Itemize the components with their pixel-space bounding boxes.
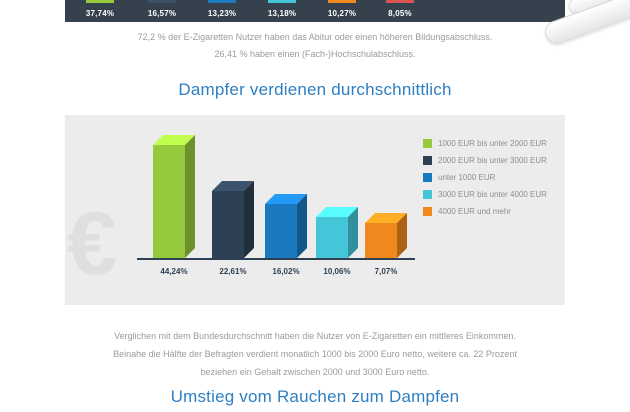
bar-3d bbox=[316, 217, 348, 258]
legend-item: 3000 EUR bis unter 4000 EUR bbox=[423, 190, 547, 199]
legend-swatch bbox=[423, 190, 432, 199]
euro-watermark: € bbox=[67, 194, 118, 294]
bar-3d bbox=[365, 223, 397, 258]
education-note-line1: 72,2 % der E-Zigaretten Nutzer haben das… bbox=[137, 32, 493, 42]
legend-swatch bbox=[423, 207, 432, 216]
legend-item: unter 1000 EUR bbox=[423, 173, 547, 182]
bar-3d bbox=[212, 191, 244, 258]
top-bar-value: 37,74% bbox=[85, 9, 115, 18]
income-note-line2: Beinahe die Hälfte der Befragten verdien… bbox=[113, 349, 517, 359]
legend-swatch bbox=[423, 156, 432, 165]
top-chart-strip: 37,74% 16,57% 13,23% 13,18% 10,27% 8,05% bbox=[65, 0, 565, 22]
income-note-line1: Verglichen mit dem Bundesdurchschnitt ha… bbox=[114, 331, 516, 341]
section-title-income: Dampfer verdienen durchschnittlich bbox=[178, 80, 452, 99]
bar-percent-label: 22,61% bbox=[219, 267, 247, 276]
legend-item: 2000 EUR bis unter 3000 EUR bbox=[423, 156, 547, 165]
legend-item: 1000 EUR bis unter 2000 EUR bbox=[423, 139, 547, 148]
section-title-switch: Umstieg vom Rauchen zum Dampfen bbox=[170, 387, 460, 406]
top-bar-value: 13,18% bbox=[267, 9, 297, 18]
top-bar-value: 8,05% bbox=[388, 9, 412, 18]
top-bar-marker bbox=[208, 0, 236, 3]
education-note-line2: 26,41 % haben einen (Fach-)Hochschulabsc… bbox=[214, 49, 416, 59]
bar-percent-label: 44,24% bbox=[160, 267, 188, 276]
bar-3d bbox=[153, 145, 185, 258]
top-bar-value: 16,57% bbox=[147, 9, 177, 18]
bar-3d bbox=[265, 204, 297, 258]
legend-label: 4000 EUR und mehr bbox=[438, 207, 511, 216]
top-bar-marker bbox=[148, 0, 176, 3]
education-note: 72,2 % der E-Zigaretten Nutzer haben das… bbox=[0, 29, 630, 63]
bar-percent-label: 10,06% bbox=[323, 267, 351, 276]
legend-item: 4000 EUR und mehr bbox=[423, 207, 547, 216]
top-bar-marker bbox=[268, 0, 296, 3]
legend-label: unter 1000 EUR bbox=[438, 173, 496, 182]
bar-percent-label: 16,02% bbox=[272, 267, 300, 276]
income-note: Verglichen mit dem Bundesdurchschnitt ha… bbox=[0, 327, 630, 381]
chart-legend: 1000 EUR bis unter 2000 EUR 2000 EUR bis… bbox=[423, 139, 547, 224]
legend-label: 3000 EUR bis unter 4000 EUR bbox=[438, 190, 547, 199]
legend-label: 2000 EUR bis unter 3000 EUR bbox=[438, 156, 547, 165]
chart-baseline bbox=[137, 258, 415, 260]
top-bar-value: 10,27% bbox=[327, 9, 357, 18]
income-note-line3: beziehen ein Gehalt zwischen 2000 und 30… bbox=[200, 367, 430, 377]
legend-swatch bbox=[423, 139, 432, 148]
top-bar-marker bbox=[328, 0, 356, 3]
legend-label: 1000 EUR bis unter 2000 EUR bbox=[438, 139, 547, 148]
top-bar-value: 13,23% bbox=[207, 9, 237, 18]
legend-swatch bbox=[423, 173, 432, 182]
top-bar-marker bbox=[386, 0, 414, 3]
income-chart-panel: € 44,24% 22,61% 16,02% 10,06% 7,07% 1000… bbox=[65, 115, 565, 305]
top-bar-marker bbox=[86, 0, 114, 3]
bar-percent-label: 7,07% bbox=[374, 267, 398, 276]
